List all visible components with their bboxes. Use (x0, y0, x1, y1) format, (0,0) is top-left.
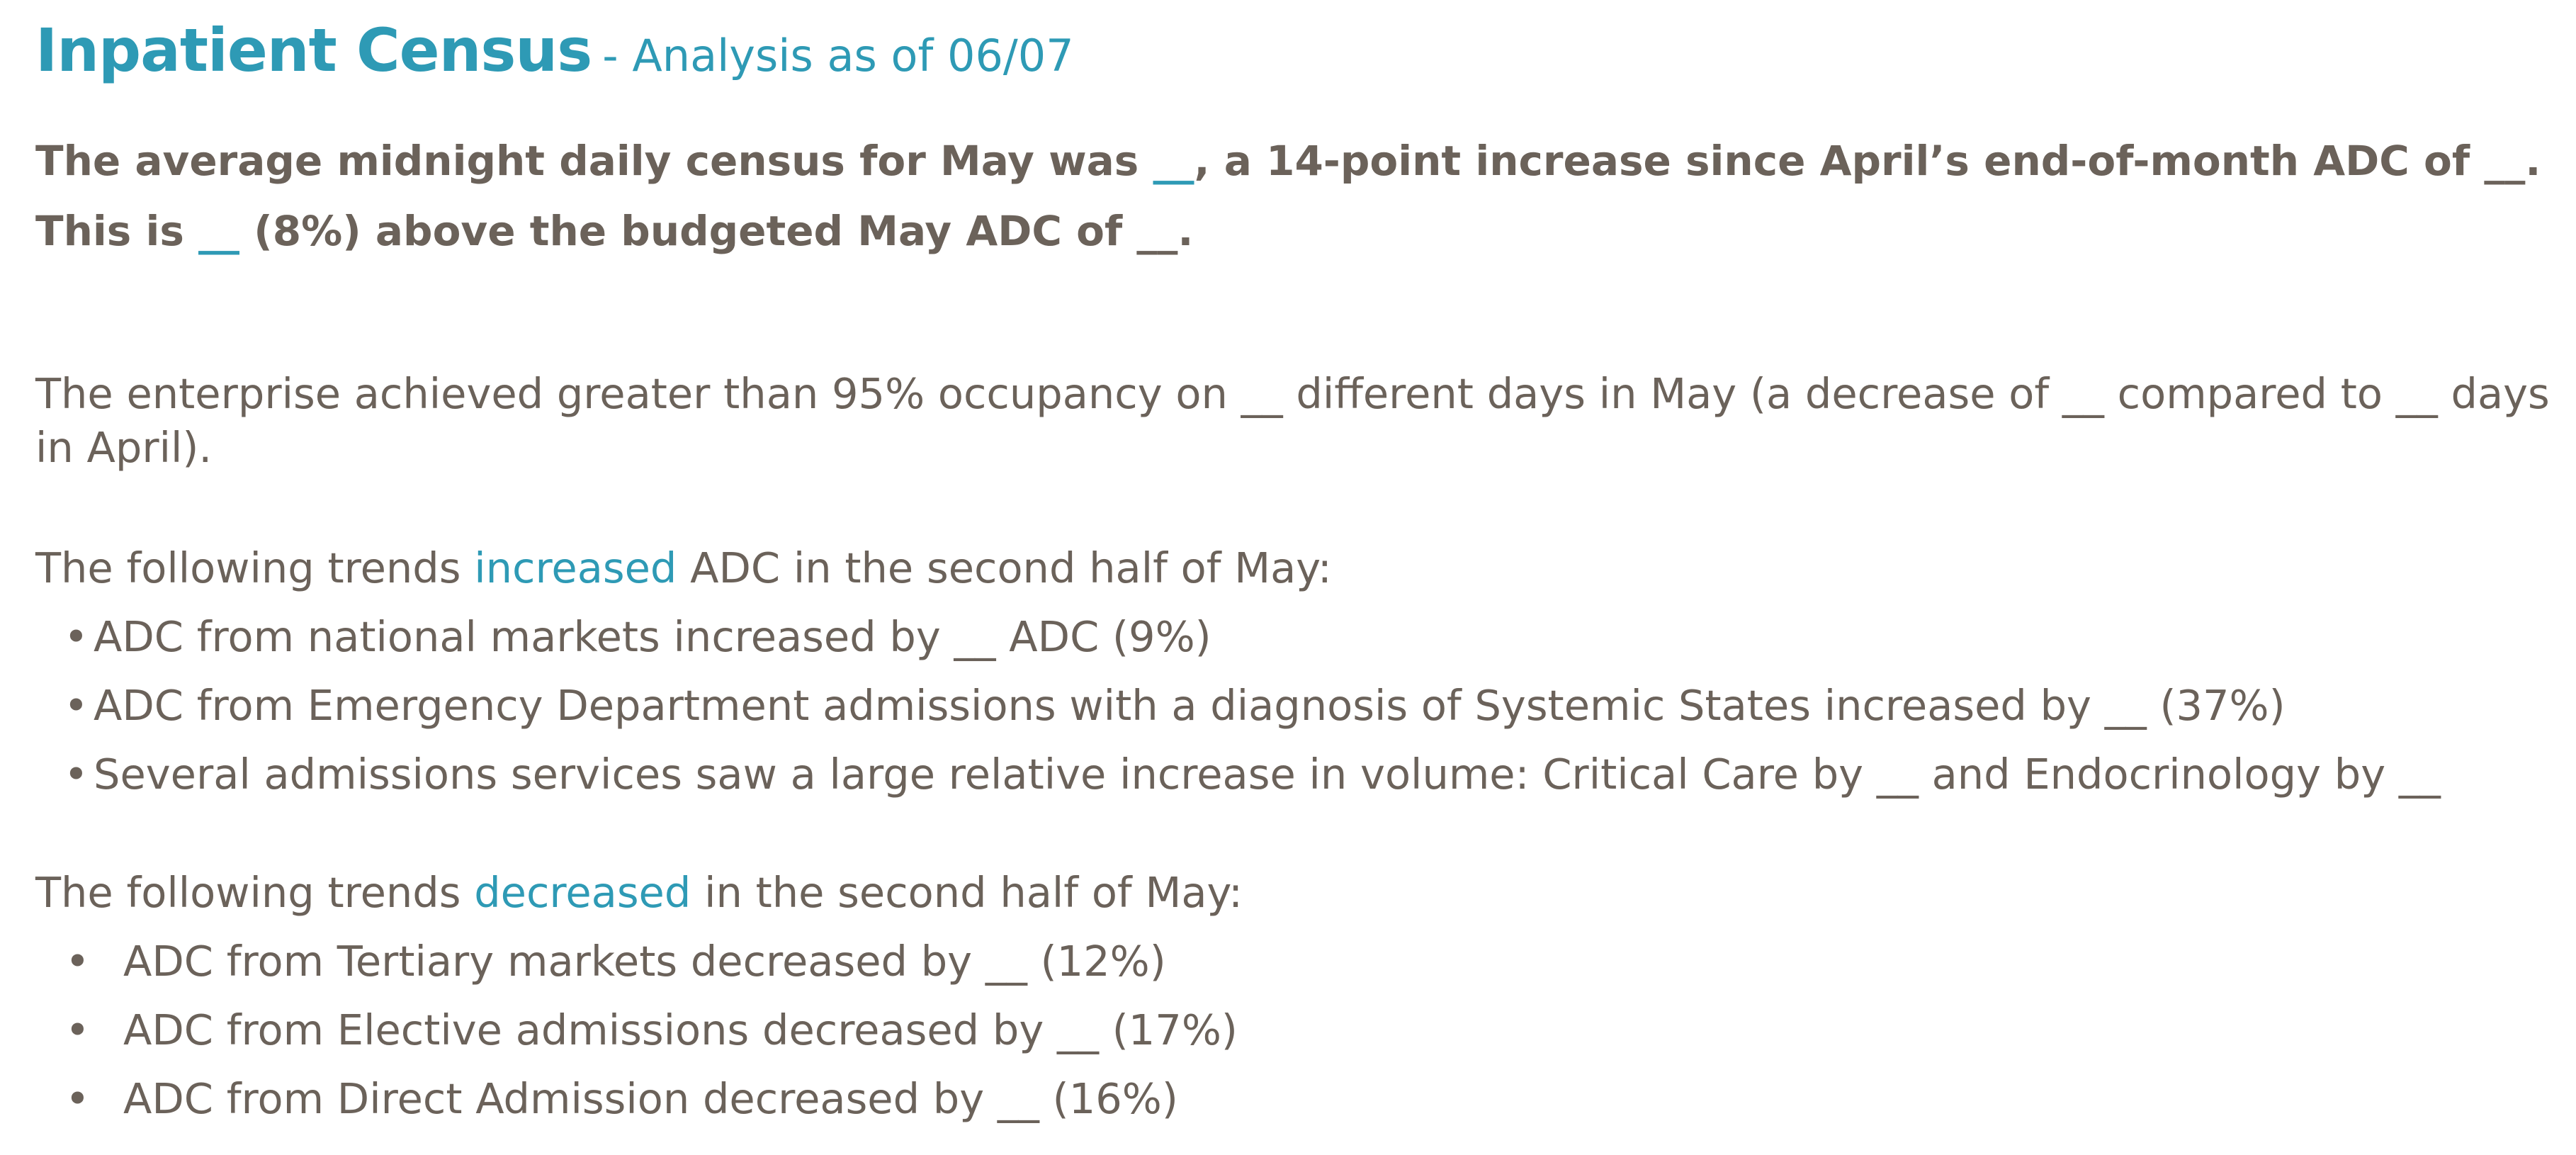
summary-line-1: The average midnight daily census for Ma… (35, 126, 2572, 196)
summary-line-1-start: The average midnight daily census for Ma… (35, 137, 1153, 185)
bullet-icon: • (64, 750, 89, 799)
summary-block: The average midnight daily census for Ma… (35, 126, 2572, 266)
list-item: • Several admissions services saw a large… (35, 740, 2441, 808)
increased-heading-suffix: ADC in the second half of May: (677, 543, 1332, 592)
list-item: • ADC from Direct Admission decreased by … (35, 1064, 1238, 1133)
bullet-icon: • (65, 1074, 90, 1123)
decreased-heading-suffix: in the second half of May: (691, 868, 1243, 917)
page-title: Inpatient Census (35, 16, 592, 85)
bullet-icon: • (65, 937, 90, 986)
list-item: • ADC from national markets increased by … (35, 602, 2441, 671)
bullet-icon: • (64, 612, 89, 661)
list-item-text: ADC from Emergency Department admissions… (94, 681, 2286, 730)
page-header: Inpatient Census - Analysis as of 06/07 (35, 16, 1074, 85)
increased-keyword: increased (474, 543, 677, 592)
increased-trends-heading: The following trends increased ADC in th… (35, 541, 1332, 595)
list-item-text: ADC from Direct Admission decreased by _… (123, 1074, 1178, 1123)
bullet-icon: • (65, 1005, 90, 1054)
increased-heading-prefix: The following trends (35, 543, 475, 592)
list-item: • ADC from Elective admissions decreased … (35, 996, 1238, 1064)
list-item-text: ADC from national markets increased by _… (94, 612, 1211, 661)
summary-line-1-end: , a 14-point increase since April’s end-… (1194, 137, 2541, 185)
decreased-trends-heading: The following trends decreased in the se… (35, 866, 1243, 920)
summary-line-2-start: This is (35, 207, 199, 255)
list-item-text: ADC from Tertiary markets decreased by _… (123, 937, 1166, 986)
bullet-icon: • (64, 681, 89, 730)
list-item: • ADC from Emergency Department admission… (35, 671, 2441, 740)
decreased-trends-list: • ADC from Tertiary markets decreased by … (35, 927, 1238, 1133)
decreased-heading-prefix: The following trends (35, 868, 475, 917)
summary-blank-above-budget: __ (198, 207, 240, 255)
page-subtitle: - Analysis as of 06/07 (602, 30, 1074, 81)
list-item: • ADC from Tertiary markets decreased by … (35, 927, 1238, 996)
summary-blank-adc: __ (1153, 137, 1194, 185)
list-item-text: Several admissions services saw a large … (94, 750, 2441, 799)
list-item-text: ADC from Elective admissions decreased b… (123, 1005, 1238, 1054)
occupancy-paragraph: The enterprise achieved greater than 95%… (35, 369, 2550, 472)
summary-line-2-end: (8%) above the budgeted May ADC of __. (239, 207, 1194, 255)
summary-line-2: This is __ (8%) above the budgeted May A… (35, 196, 2572, 266)
decreased-keyword: decreased (474, 868, 691, 917)
increased-trends-list: • ADC from national markets increased by … (35, 602, 2441, 808)
